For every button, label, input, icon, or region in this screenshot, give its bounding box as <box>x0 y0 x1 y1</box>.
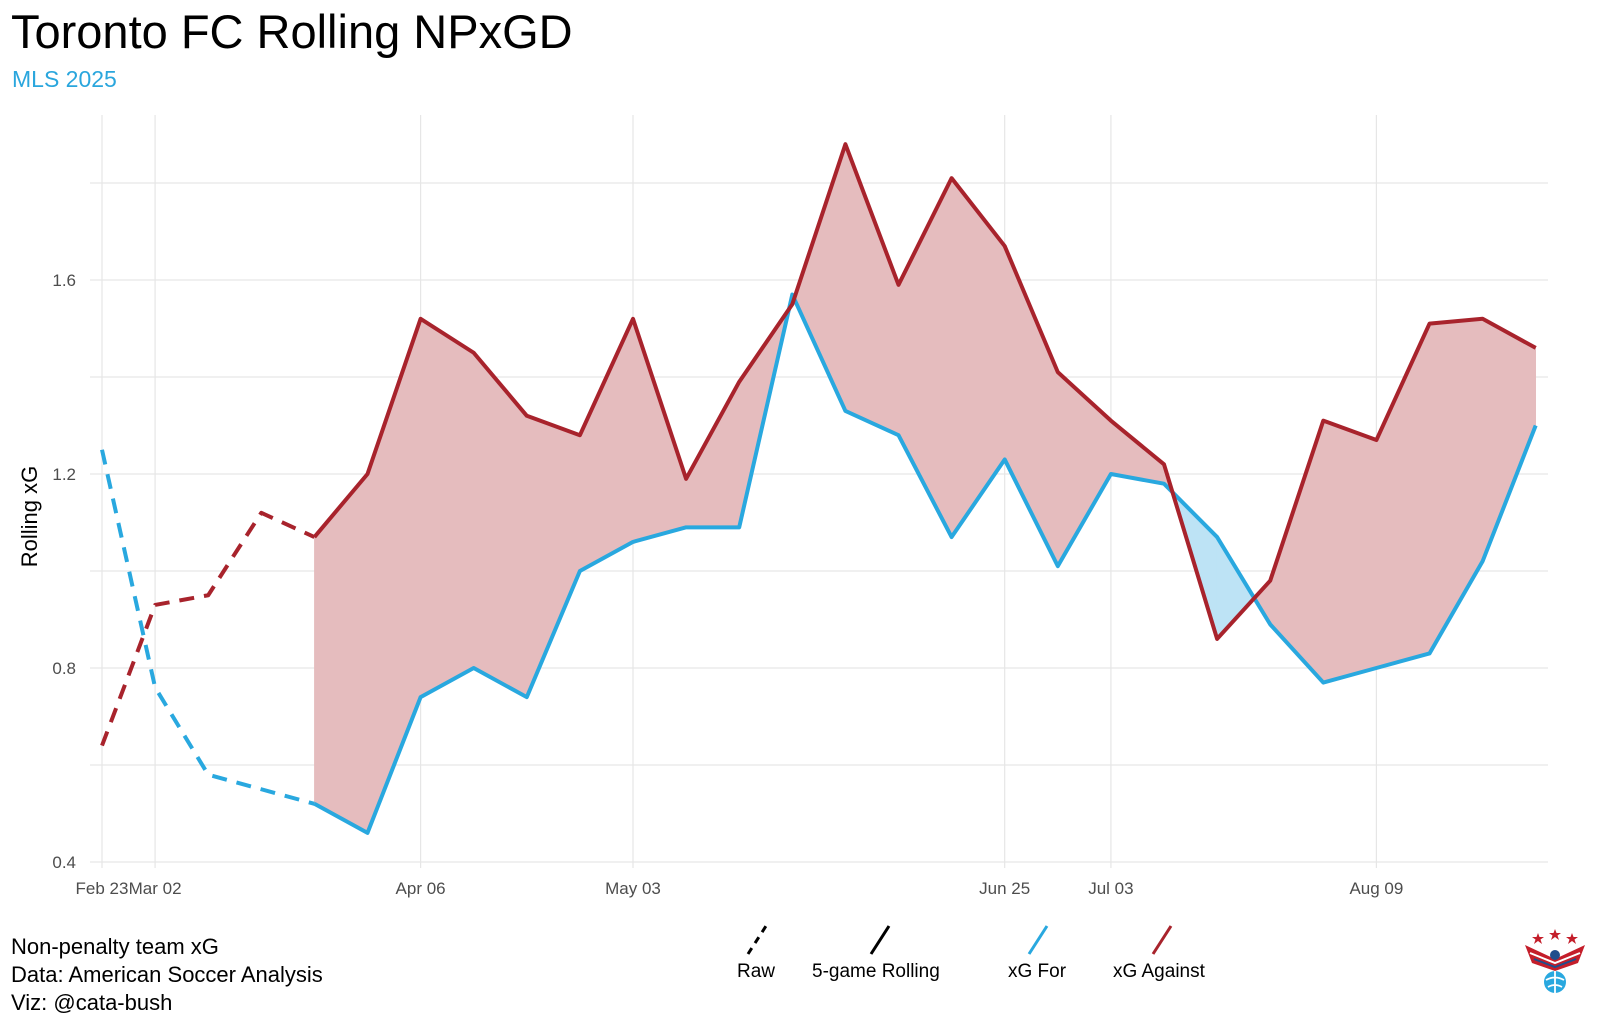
xg-against-rolling-line <box>312 142 1537 641</box>
y-tick-label: 0.8 <box>52 659 76 678</box>
y-axis-title: Rolling xG <box>17 466 42 567</box>
fill-segment <box>1376 323 1430 669</box>
eagle-soccer-logo-icon <box>1525 929 1585 993</box>
legend-label-rolling: 5-game Rolling <box>812 961 940 982</box>
x-tick-label: Aug 09 <box>1349 879 1403 898</box>
fill-segment <box>845 144 899 436</box>
fill-segment <box>1323 420 1377 683</box>
legend-key-xg-for <box>1027 925 1049 955</box>
fill-segment <box>579 318 634 572</box>
fill-segment <box>420 318 475 698</box>
fill-segment <box>685 381 740 528</box>
legend-key-xg-against <box>1151 925 1173 955</box>
x-tick-label: Mar 02 <box>129 879 182 898</box>
caption-line: Non-penalty team xG <box>11 934 219 959</box>
chart-title: Toronto FC Rolling NPxGD <box>11 5 573 58</box>
legend-label-xg-against: xG Against <box>1113 961 1205 982</box>
caption: Non-penalty team xG Data: American Socce… <box>11 933 323 1017</box>
legend-key-rolling <box>869 925 891 955</box>
y-tick-label: 1.2 <box>52 465 76 484</box>
axis-labels: 0.4 0.8 1.2 1.6 Feb 23 Mar 02 Apr 06 May 03 Jun … <box>17 271 1403 898</box>
y-tick-label: 0.4 <box>52 853 76 872</box>
fill-segment <box>632 318 687 543</box>
fill-segment <box>1429 318 1483 655</box>
x-tick-label: Jul 03 <box>1088 879 1133 898</box>
chart-subtitle: MLS 2025 <box>12 66 117 92</box>
caption-line: Viz: @cata-bush <box>11 990 173 1015</box>
series-lines <box>100 142 1538 835</box>
x-tick-label: Apr 06 <box>396 879 446 898</box>
fill-segment <box>951 177 1006 539</box>
x-tick-label: Feb 23 <box>76 879 129 898</box>
fill-segment <box>526 415 581 698</box>
fill-segment <box>1482 318 1536 562</box>
y-tick-label: 1.6 <box>52 271 76 290</box>
x-tick-label: Jun 25 <box>979 879 1030 898</box>
fill-segment <box>1057 371 1112 568</box>
xg-for-raw-line <box>100 449 315 806</box>
xg-for-rolling-line <box>313 292 1538 835</box>
caption-line: Data: American Soccer Analysis <box>11 962 323 987</box>
legend-label-raw: Raw <box>737 961 776 982</box>
legend-label-xg-for: xG For <box>1008 961 1067 982</box>
legend-key-raw <box>746 925 768 955</box>
x-tick-label: May 03 <box>605 879 661 898</box>
xg-against-raw-line <box>100 510 316 747</box>
legend-keys <box>746 925 1173 955</box>
fill-segment <box>1004 245 1059 567</box>
